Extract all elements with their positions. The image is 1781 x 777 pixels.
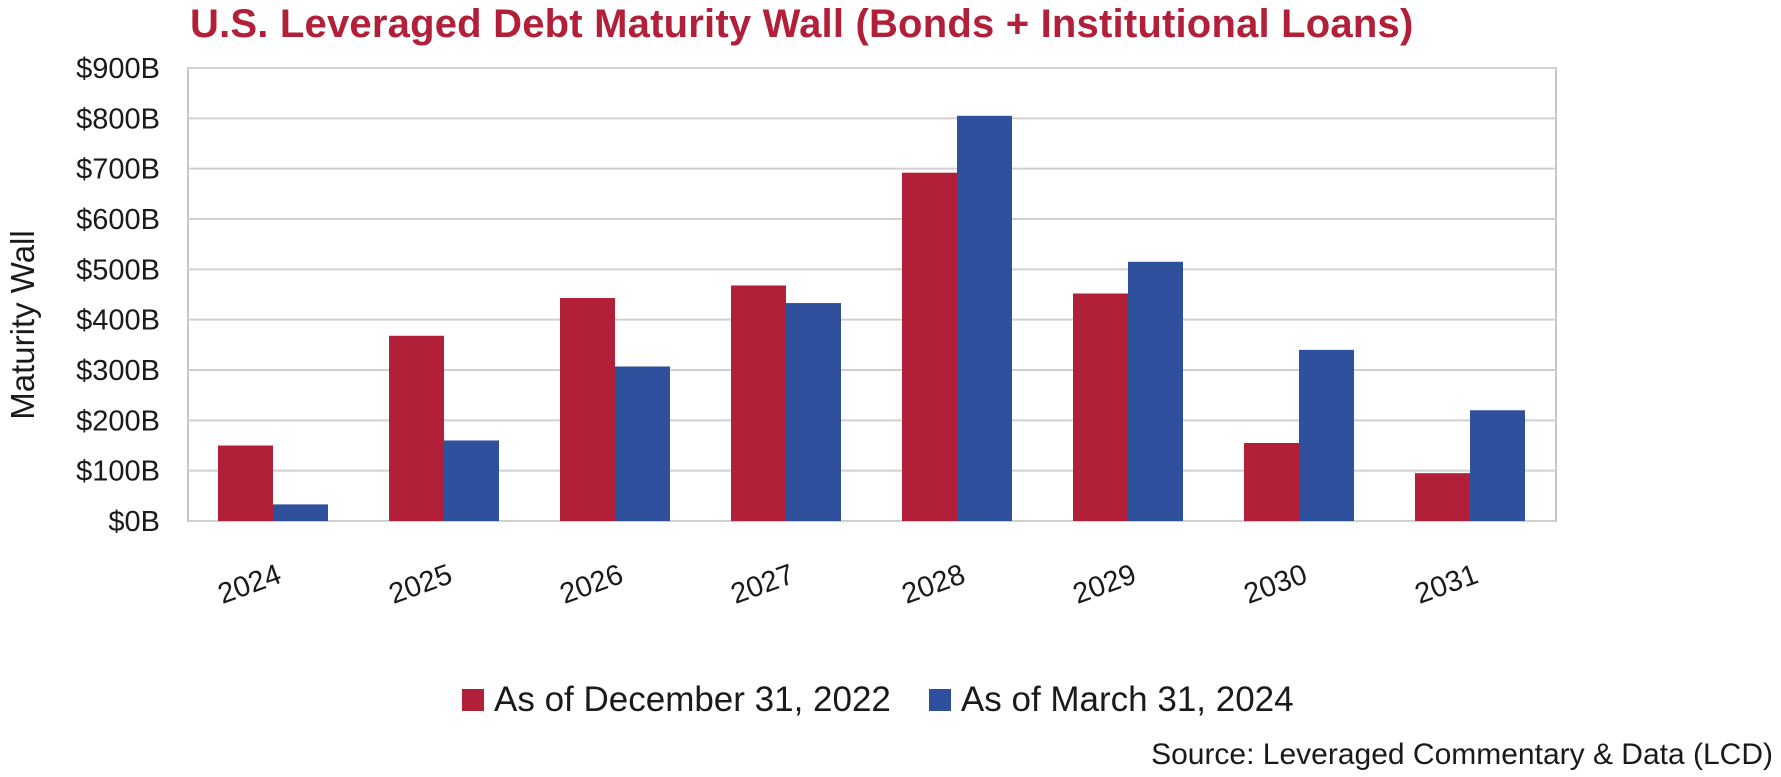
bar-layer — [218, 115, 1525, 522]
y-tick-label: $300B — [76, 355, 160, 387]
y-tick-label: $500B — [76, 254, 160, 286]
x-tick-label: 2025 — [385, 559, 457, 611]
legend-swatch-series-2 — [928, 689, 951, 711]
legend-label-series-1: As of December 31, 2022 — [494, 680, 891, 719]
y-tick-label: $800B — [76, 103, 160, 135]
y-axis-label: Maturity Wall — [4, 230, 41, 419]
bar-dec-2022-2024 — [218, 445, 273, 521]
bar-mar-2024-2028 — [957, 115, 1012, 522]
x-tick-label: 2031 — [1411, 559, 1483, 611]
y-tick-label: $600B — [76, 204, 160, 236]
legend: As of December 31, 2022 As of March 31, … — [462, 680, 1332, 720]
bar-dec-2022-2029 — [1073, 293, 1128, 521]
x-tick-label: 2027 — [727, 559, 799, 611]
x-tick-label: 2030 — [1240, 559, 1312, 611]
bar-mar-2024-2030 — [1299, 349, 1354, 521]
y-tick-label: $100B — [76, 456, 160, 488]
bar-mar-2024-2026 — [615, 366, 670, 521]
bar-dec-2022-2026 — [560, 298, 615, 521]
y-tick-label: $0B — [108, 506, 160, 538]
x-tick-label: 2024 — [214, 559, 286, 611]
bar-mar-2024-2029 — [1128, 261, 1183, 521]
y-tick-label: $400B — [76, 305, 160, 337]
y-tick-label: $700B — [76, 154, 160, 186]
x-tick-label: 2029 — [1069, 559, 1141, 611]
bar-mar-2024-2025 — [444, 440, 499, 521]
chart-title: U.S. Leveraged Debt Maturity Wall (Bonds… — [190, 2, 1414, 46]
bar-mar-2024-2024 — [273, 504, 328, 521]
bar-dec-2022-2025 — [389, 335, 444, 521]
legend-label-series-2: As of March 31, 2024 — [960, 680, 1294, 719]
source-note: Source: Leveraged Commentary & Data (LCD… — [1151, 738, 1773, 771]
x-tick-label: 2028 — [898, 559, 970, 611]
legend-swatch-series-1 — [462, 689, 484, 711]
y-tick-label: $900B — [76, 53, 160, 85]
bar-mar-2024-2031 — [1470, 410, 1525, 521]
y-tick-label: $200B — [76, 405, 160, 437]
bar-dec-2022-2027 — [731, 285, 786, 521]
x-tick-label: 2026 — [556, 559, 628, 611]
bar-dec-2022-2031 — [1415, 473, 1470, 521]
bar-dec-2022-2028 — [902, 172, 957, 521]
legend-item-series-1: As of December 31, 2022 — [462, 680, 891, 720]
bar-mar-2024-2027 — [786, 303, 841, 521]
legend-item-series-2: As of March 31, 2024 — [928, 680, 1294, 720]
bar-dec-2022-2030 — [1244, 442, 1299, 521]
